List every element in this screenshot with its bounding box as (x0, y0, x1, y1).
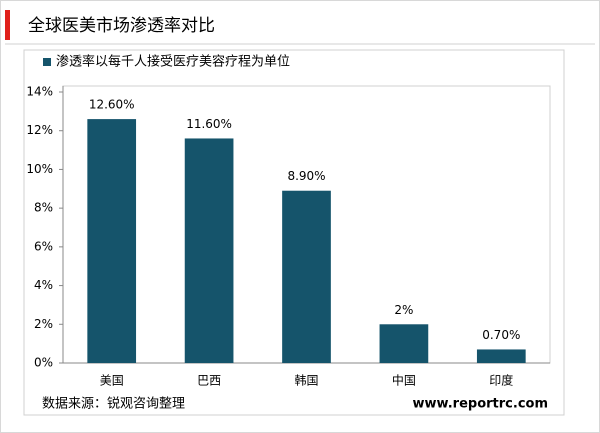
y-tick-label: 6% (34, 239, 53, 253)
y-tick-label: 2% (34, 317, 53, 331)
bar (282, 190, 331, 363)
bar (87, 119, 137, 363)
y-tick-label: 10% (26, 162, 53, 176)
legend-label: 渗透率以每千人接受医疗美容疗程为单位 (56, 54, 290, 70)
y-tick-label: 0% (34, 356, 53, 370)
bar (184, 138, 234, 363)
chart-border (23, 49, 565, 416)
x-tick-label: 美国 (100, 374, 124, 388)
bar (379, 324, 429, 363)
website: www.reportrc.com (413, 397, 548, 412)
legend-swatch (43, 58, 51, 66)
x-tick-label: 中国 (392, 373, 416, 388)
x-tick-label: 印度 (489, 373, 513, 388)
x-tick-label: 巴西 (197, 374, 221, 388)
value-label: 0.70% (482, 328, 520, 342)
y-tick-label: 8% (34, 201, 53, 215)
value-label: 2% (394, 303, 413, 317)
x-tick-label: 韩国 (294, 373, 318, 388)
value-label: 12.60% (89, 98, 135, 112)
chart-title: 全球医美市场渗透率对比 (28, 16, 215, 36)
y-tick-label: 12% (26, 123, 53, 137)
bar (476, 349, 526, 363)
source: 数据来源：锐观咨询整理 (42, 397, 185, 412)
y-tick-label: 14% (26, 85, 53, 99)
value-label: 8.90% (287, 169, 325, 183)
y-tick-label: 4% (34, 278, 53, 292)
value-label: 11.60% (186, 117, 232, 131)
title-accent (5, 10, 10, 40)
